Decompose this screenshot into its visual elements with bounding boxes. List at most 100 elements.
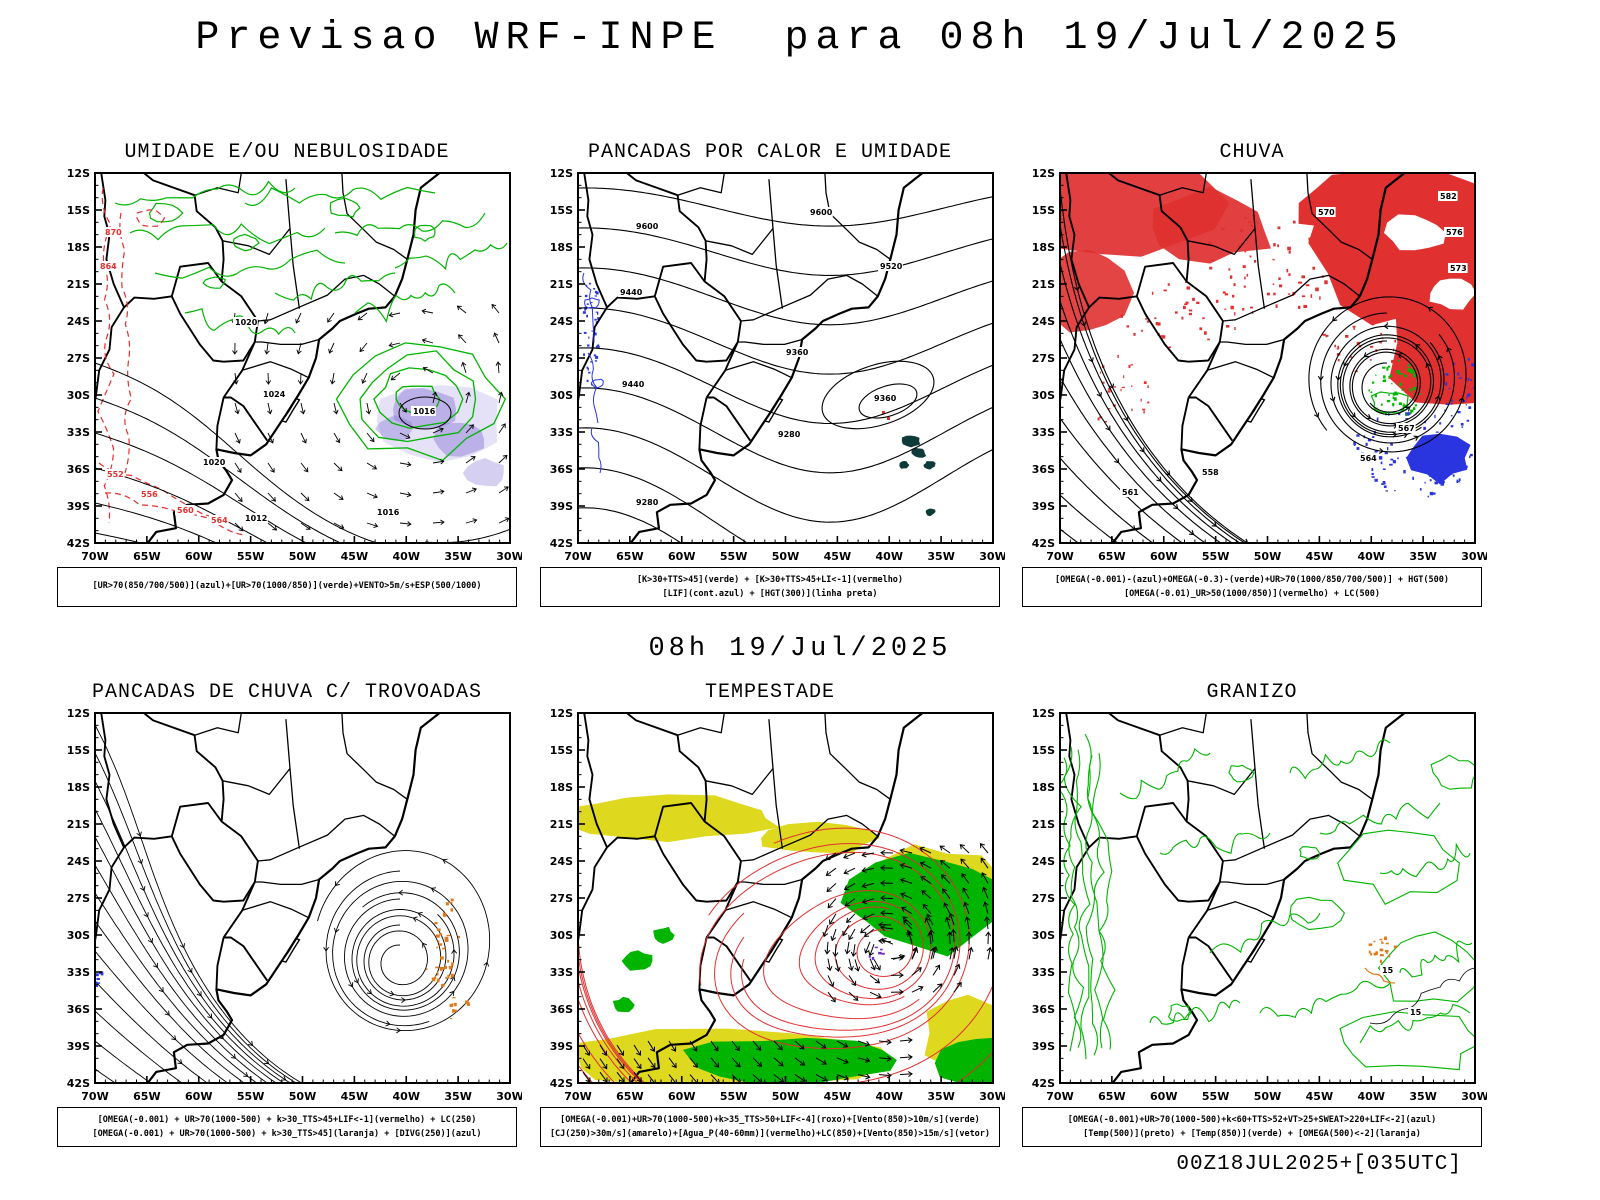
panel-title-trovoadas: PANCADAS DE CHUVA C/ TROVOADAS	[91, 681, 483, 704]
svg-text:15S: 15S	[1032, 744, 1055, 757]
svg-text:50W: 50W	[772, 550, 799, 563]
legend-caption-chuva: [OMEGA(-0.001)-(azul)+OMEGA(-0.3)-(verde…	[1022, 567, 1482, 607]
svg-text:60W: 60W	[1150, 550, 1177, 563]
svg-text:35W: 35W	[444, 1090, 471, 1103]
legend-caption-granizo: [OMEGA(-0.001)+UR>70(1000-500)+k<60+TTS>…	[1022, 1107, 1482, 1147]
svg-text:30S: 30S	[1032, 929, 1055, 942]
legend-caption-umidade: [UR>70(850/700/500)](azul)+[UR>70(1000/8…	[57, 567, 517, 607]
svg-text:39S: 39S	[67, 500, 90, 513]
svg-text:36S: 36S	[550, 1003, 573, 1016]
svg-text:36S: 36S	[67, 463, 90, 476]
weather-map-granizo: 151512S15S18S21S24S27S30S33S36S39S42S70W…	[1017, 707, 1487, 1105]
svg-text:12S: 12S	[1032, 707, 1055, 720]
svg-text:33S: 33S	[67, 966, 90, 979]
svg-text:12S: 12S	[1032, 167, 1055, 180]
svg-text:42S: 42S	[550, 1077, 573, 1090]
legend-line: [OMEGA(-0.001)-(azul)+OMEGA(-0.3)-(verde…	[1054, 574, 1450, 585]
svg-text:24S: 24S	[1032, 855, 1055, 868]
svg-text:45W: 45W	[824, 1090, 851, 1103]
svg-text:24S: 24S	[550, 855, 573, 868]
svg-text:15S: 15S	[67, 744, 90, 757]
contour-layer: 9600 9600 9520 9440 9440 9360 9280 9280 9360	[578, 187, 993, 543]
svg-text:561: 561	[1122, 488, 1139, 497]
svg-text:36S: 36S	[67, 1003, 90, 1016]
svg-text:582: 582	[1440, 192, 1457, 201]
svg-text:70W: 70W	[1046, 550, 1073, 563]
svg-text:570: 570	[1318, 208, 1335, 217]
svg-text:30S: 30S	[67, 389, 90, 402]
svg-text:556: 556	[141, 490, 158, 499]
svg-text:15: 15	[1410, 1008, 1422, 1017]
map-geography	[1060, 713, 1406, 1083]
svg-text:42S: 42S	[1032, 537, 1055, 550]
svg-text:18S: 18S	[67, 781, 90, 794]
svg-text:70W: 70W	[81, 1090, 108, 1103]
legend-line: [LIF](cont.azul) + [HGT(300)](linha pret…	[662, 589, 878, 599]
svg-text:70W: 70W	[564, 550, 591, 563]
svg-text:35W: 35W	[1409, 1090, 1436, 1103]
svg-text:35W: 35W	[927, 1090, 954, 1103]
svg-text:9440: 9440	[620, 288, 643, 297]
legend-line: [OMEGA(-0.001) + UR>70(1000-500) + k>30_…	[92, 1129, 482, 1139]
svg-text:12S: 12S	[550, 707, 573, 720]
svg-text:70W: 70W	[81, 550, 108, 563]
map-geography	[95, 173, 441, 543]
legend-caption-trovoadas: [OMEGA(-0.001) + UR>70(1000-500) + k>30_…	[57, 1107, 517, 1147]
svg-text:1016: 1016	[413, 407, 436, 416]
svg-text:552: 552	[107, 470, 124, 479]
svg-text:40W: 40W	[393, 550, 420, 563]
svg-text:573: 573	[1450, 264, 1467, 273]
svg-text:27S: 27S	[1032, 892, 1055, 905]
svg-text:15S: 15S	[550, 744, 573, 757]
svg-text:27S: 27S	[67, 352, 90, 365]
svg-text:21S: 21S	[1032, 278, 1055, 291]
panel-title-chuva: CHUVA	[1219, 141, 1285, 164]
svg-text:40W: 40W	[876, 1090, 903, 1103]
svg-text:70W: 70W	[564, 1090, 591, 1103]
svg-text:9280: 9280	[778, 430, 801, 439]
legend-line: [OMEGA(-0.01)_UR>50(1000/850)](vermelho)…	[1124, 589, 1380, 599]
svg-text:65W: 65W	[133, 550, 160, 563]
svg-text:40W: 40W	[393, 1090, 420, 1103]
svg-text:27S: 27S	[67, 892, 90, 905]
map-geography	[1060, 173, 1406, 543]
svg-text:36S: 36S	[550, 463, 573, 476]
svg-text:9440: 9440	[622, 380, 645, 389]
contour-layer	[95, 724, 491, 1083]
svg-text:24S: 24S	[550, 315, 573, 328]
panel-title-pancadas-calor: PANCADAS POR CALOR E UMIDADE	[587, 141, 953, 164]
svg-text:50W: 50W	[772, 1090, 799, 1103]
svg-text:65W: 65W	[133, 1090, 160, 1103]
svg-text:12S: 12S	[67, 707, 90, 720]
legend-line: [OMEGA(-0.001) + UR>70(1000-500) + k>30_…	[97, 1114, 477, 1125]
svg-text:30S: 30S	[550, 929, 573, 942]
svg-text:18S: 18S	[550, 241, 573, 254]
panel-granizo: GRANIZO 15 15 12S 15S 18S 21S 24S 27S 30S 33S 36S 3…	[1017, 681, 1487, 1147]
svg-text:65W: 65W	[1098, 1090, 1125, 1103]
svg-text:39S: 39S	[550, 1040, 573, 1053]
svg-text:50W: 50W	[1254, 550, 1281, 563]
svg-text:18S: 18S	[1032, 781, 1055, 794]
legend-caption-pancadas-calor: [K>30+TTS>45](verde) + [K>30+TTS>45+LI<-…	[540, 567, 1000, 607]
svg-text:1020: 1020	[235, 318, 258, 327]
svg-text:15S: 15S	[67, 204, 90, 217]
page-title: Previsao WRF-INPE para 08h 19/Jul/2025	[195, 16, 1405, 61]
svg-text:60W: 60W	[668, 550, 695, 563]
svg-text:35W: 35W	[444, 550, 471, 563]
svg-text:567: 567	[1398, 424, 1415, 433]
svg-text:15S: 15S	[1032, 204, 1055, 217]
weather-map-chuva: 582 576 573 570 567 564 561 558 12S 15S 18S 21S 24S 2…	[1017, 167, 1487, 565]
svg-text:1016: 1016	[377, 508, 400, 517]
weather-map-umidade: 1020 1024 1016 1020 1012 1016 870 864 552 556 560 5…	[52, 167, 522, 565]
svg-text:60W: 60W	[668, 1090, 695, 1103]
svg-text:45W: 45W	[1306, 550, 1333, 563]
svg-text:39S: 39S	[550, 500, 573, 513]
svg-text:55W: 55W	[720, 1090, 747, 1103]
svg-text:1020: 1020	[203, 458, 226, 467]
svg-text:12S: 12S	[67, 167, 90, 180]
weather-map-pancadas-calor: 9600 9600 9520 9440 9440 9360 9280 9280 9360 12S 1…	[535, 167, 1005, 565]
panel-pancadas-calor: PANCADAS POR CALOR E UMIDADE 9600 9600 952…	[535, 141, 1005, 607]
